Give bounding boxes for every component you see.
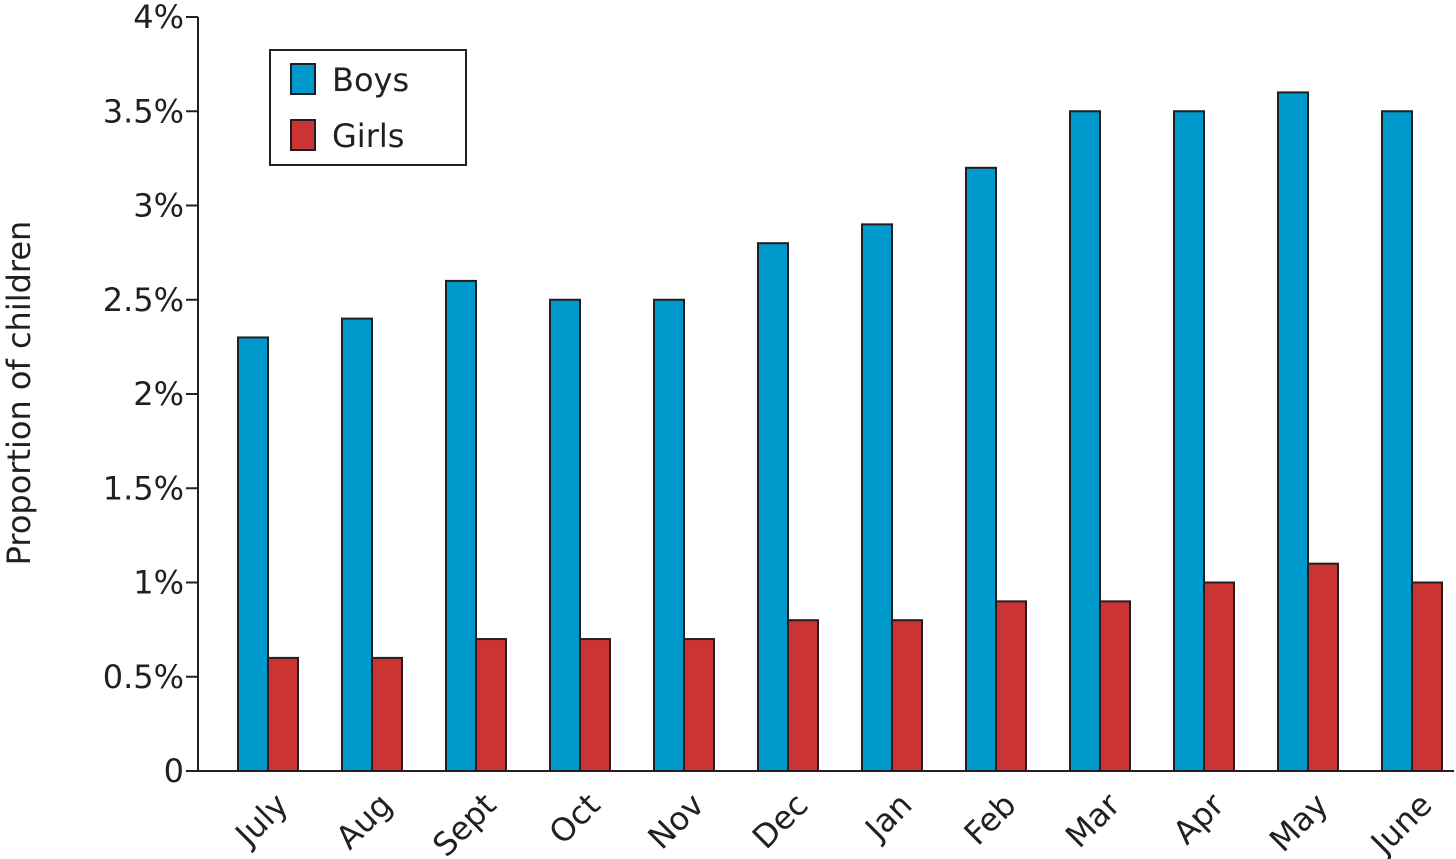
x-tick-label: June [1362, 786, 1440, 859]
bar-boys-jan [861, 223, 893, 773]
bar-girls-june [1411, 581, 1443, 772]
y-tick-label: 1% [133, 564, 184, 602]
bar-boys-sept [445, 279, 477, 772]
y-tick-label: 2% [133, 375, 184, 413]
x-tick-label: July [227, 786, 296, 855]
bar-boys-oct [549, 298, 581, 772]
bar-girls-may [1307, 562, 1339, 773]
y-tick-label: 2.5% [103, 281, 184, 319]
bar-girls-july [267, 656, 299, 773]
bar-girls-sept [475, 638, 507, 772]
bar-girls-oct [579, 638, 611, 772]
x-tick-label: May [1262, 786, 1336, 859]
y-tick-label: 3% [133, 187, 184, 225]
bar-girls-aug [371, 656, 403, 773]
y-tick-label: 3.5% [103, 92, 184, 130]
y-tick-label: 1.5% [103, 469, 184, 507]
bar-girls-feb [995, 600, 1027, 772]
legend-label-boys: Boys [332, 61, 409, 99]
legend: Boys Girls [269, 49, 467, 166]
x-tick-label: Feb [957, 786, 1024, 853]
bar-boys-mar [1069, 110, 1101, 772]
legend-swatch-boys [290, 63, 316, 95]
y-axis-title: Proportion of children [0, 221, 38, 566]
axes [197, 17, 1454, 772]
bar-boys-may [1277, 91, 1309, 772]
x-tick-label: Dec [745, 786, 816, 857]
y-axis-ticks: 0 0.5% 1% 1.5% 2% 2.5% 3% 3.5% 4% [103, 0, 198, 790]
y-tick-label: 0.5% [103, 658, 184, 696]
bar-boys-aug [341, 317, 373, 772]
x-tick-label: Sept [425, 786, 503, 859]
x-tick-label: Nov [640, 786, 711, 857]
legend-label-girls: Girls [332, 117, 404, 155]
bar-girls-jan [891, 619, 923, 773]
x-axis-labels: July Aug Sept Oct Nov Dec Jan Feb Mar Apr May June [227, 785, 1440, 859]
x-tick-label: Aug [328, 786, 399, 857]
y-tick-label: 4% [133, 0, 184, 36]
x-tick-label: Mar [1058, 785, 1128, 855]
legend-swatch-girls [290, 119, 316, 151]
x-tick-label: Jan [856, 786, 919, 849]
bar-girls-mar [1099, 600, 1131, 772]
bar-boys-feb [965, 166, 997, 773]
y-tick-label: 0 [164, 752, 184, 790]
bar-boys-nov [653, 298, 685, 772]
bar-girls-dec [787, 619, 819, 773]
bar-girls-nov [683, 638, 715, 772]
bars [237, 91, 1443, 773]
bar-girls-apr [1203, 581, 1235, 772]
x-tick-label: Apr [1165, 785, 1232, 852]
bar-boys-apr [1173, 110, 1205, 772]
bar-boys-dec [757, 242, 789, 772]
bar-boys-july [237, 336, 269, 772]
bar-boys-june [1381, 110, 1413, 772]
x-tick-label: Oct [542, 786, 608, 852]
